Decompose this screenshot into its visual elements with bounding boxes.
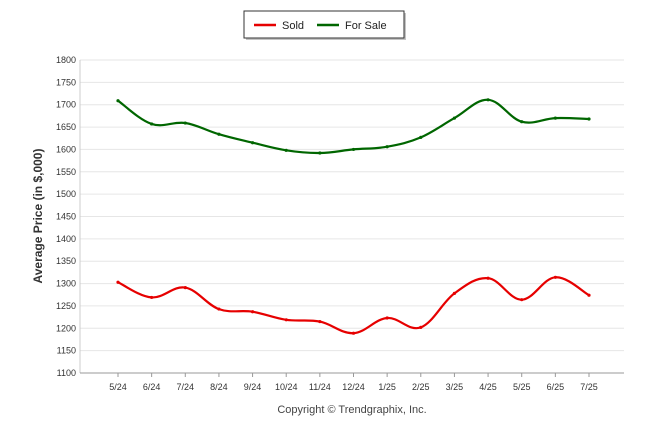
- data-point-sold: [486, 276, 490, 280]
- y-tick-label: 1150: [57, 346, 76, 356]
- x-tick-label: 2/25: [412, 382, 430, 392]
- data-point-for-sale: [520, 120, 524, 124]
- data-point-sold: [452, 291, 457, 296]
- data-point-sold: [385, 316, 389, 320]
- y-tick-label: 1650: [56, 122, 76, 132]
- data-point-for-sale: [217, 132, 221, 136]
- y-tick-label: 1550: [56, 167, 76, 177]
- legend-label-sold: Sold: [282, 20, 304, 32]
- x-tick-label: 9/24: [244, 382, 262, 392]
- series-line-for-sale: [116, 98, 591, 155]
- y-tick-label: 1200: [56, 323, 76, 333]
- y-tick-label: 1700: [56, 100, 76, 110]
- data-point-for-sale: [553, 116, 557, 120]
- y-tick-label: 1100: [57, 368, 76, 378]
- data-point-sold: [419, 325, 423, 329]
- y-tick-label: 1350: [56, 256, 76, 266]
- data-point-sold: [587, 293, 591, 297]
- data-point-sold: [150, 295, 154, 300]
- copyright-text: Copyright © Trendgraphix, Inc.: [277, 404, 426, 416]
- x-tick-label: 11/24: [309, 382, 331, 392]
- data-point-sold: [318, 319, 322, 324]
- x-tick-label: 6/25: [547, 382, 565, 392]
- y-tick-label: 1800: [56, 55, 76, 65]
- x-tick-label: 10/24: [275, 382, 298, 392]
- x-tick-label: 8/24: [210, 382, 228, 392]
- grid: [79, 59, 624, 374]
- data-point-sold: [116, 280, 120, 284]
- y-axis-label: Average Price (in $,000): [31, 149, 45, 284]
- legend: Sold For Sale: [243, 10, 406, 40]
- data-point-for-sale: [419, 135, 423, 139]
- data-point-sold: [520, 298, 524, 302]
- x-tick-label: 1/25: [378, 382, 396, 392]
- series-line-sold: [116, 276, 591, 335]
- y-tick-label: 1500: [56, 189, 76, 199]
- y-tick-label: 1250: [56, 301, 76, 311]
- x-tick-label: 5/24: [109, 382, 127, 392]
- data-point-for-sale: [116, 99, 120, 103]
- data-point-sold: [351, 331, 356, 335]
- y-tick-label: 1450: [56, 212, 76, 222]
- x-axis-ticks: 5/24 6/24 7/24 8/24 9/24 10/24 11/24 12/24 1/25 2…: [109, 373, 598, 392]
- data-point-for-sale: [250, 141, 255, 145]
- x-tick-label: 7/25: [580, 382, 598, 392]
- y-tick-label: 1300: [56, 279, 76, 289]
- data-point-for-sale: [351, 147, 356, 152]
- data-point-sold: [250, 310, 255, 314]
- y-tick-label: 1600: [56, 144, 76, 154]
- y-axis-ticks: 1100 1150 1200 1250 1300 1350 1400 1450 1500 1550…: [56, 55, 76, 378]
- legend-label-for-sale: For Sale: [345, 20, 387, 32]
- data-point-sold: [553, 275, 557, 279]
- data-point-sold: [284, 318, 288, 322]
- data-point-for-sale: [318, 151, 322, 155]
- data-point-sold: [183, 285, 187, 290]
- y-tick-label: 1400: [56, 234, 76, 244]
- data-point-for-sale: [183, 121, 187, 125]
- x-tick-label: 6/24: [143, 382, 161, 392]
- data-point-for-sale: [587, 117, 591, 121]
- data-point-sold: [217, 307, 221, 311]
- data-point-for-sale: [452, 116, 457, 120]
- data-point-for-sale: [150, 122, 154, 126]
- x-tick-label: 4/25: [479, 382, 497, 392]
- y-tick-label: 1750: [56, 77, 76, 87]
- data-point-for-sale: [486, 98, 490, 102]
- x-tick-label: 12/24: [342, 382, 365, 392]
- x-tick-label: 7/24: [177, 382, 195, 392]
- data-point-for-sale: [284, 148, 288, 152]
- data-point-for-sale: [385, 145, 389, 149]
- x-tick-label: 5/25: [513, 382, 531, 392]
- x-tick-label: 3/25: [446, 382, 464, 392]
- series-lines: [116, 98, 591, 335]
